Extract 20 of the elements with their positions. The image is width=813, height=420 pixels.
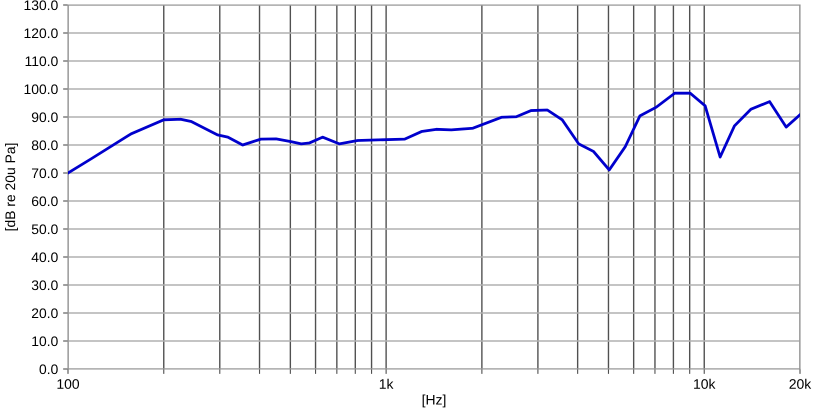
y-tick-label: 10.0	[32, 336, 58, 346]
y-tick-label: 80.0	[32, 140, 58, 150]
y-tick-label: 70.0	[32, 168, 58, 178]
y-tick-label: 40.0	[32, 252, 58, 262]
y-tick-label: 50.0	[32, 224, 58, 234]
y-tick-label: 120.0	[24, 28, 58, 38]
x-tick-label: 1k	[380, 378, 394, 389]
y-tick-label: 90.0	[32, 112, 58, 122]
y-tick-label: 110.0	[26, 56, 58, 66]
x-axis-title: [Hz]	[422, 394, 446, 408]
x-tick-label: 100	[57, 379, 80, 389]
y-tick-label: 20.0	[32, 308, 58, 318]
y-tick-label: 130.0	[24, 0, 58, 10]
y-axis-title: [dB re 20u Pa]	[5, 144, 18, 230]
y-tick-label: 60.0	[32, 196, 58, 206]
y-tick-label: 30.0	[32, 280, 58, 290]
y-tick-label: 100.0	[24, 84, 58, 94]
y-tick-label: 0.0	[40, 364, 58, 374]
x-tick-label: 20k	[790, 378, 812, 389]
x-tick-label: 10k	[694, 378, 716, 389]
